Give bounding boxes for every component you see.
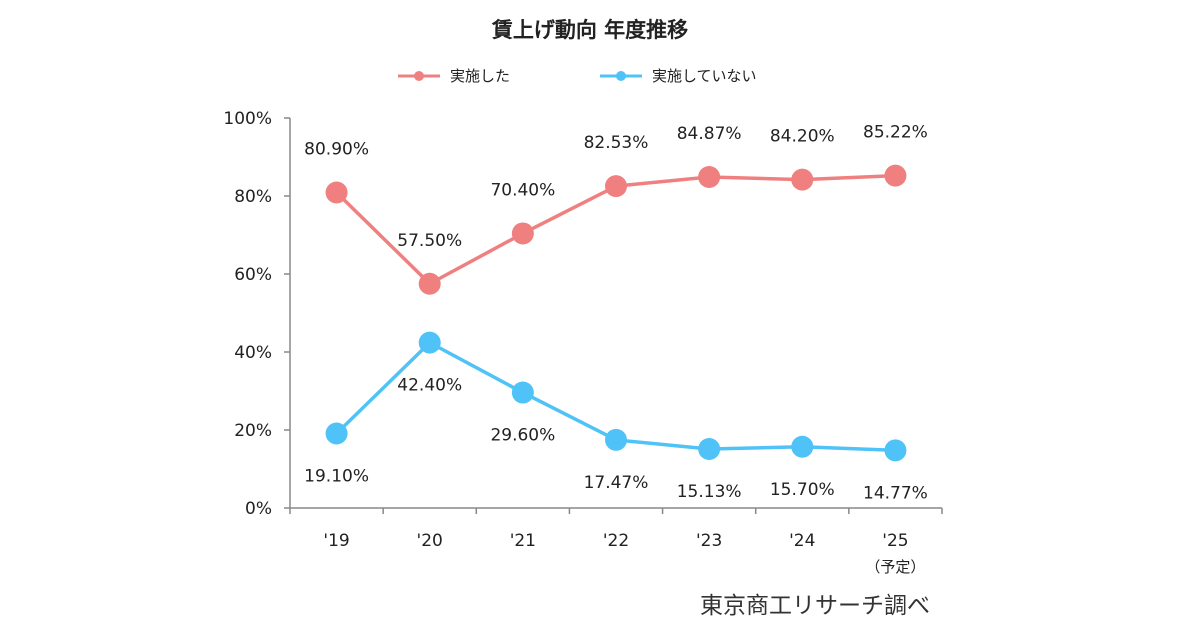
data-label: 84.20% [770,127,835,147]
y-tick-label: 0% [245,499,272,519]
legend-marker-not-implemented [616,71,626,81]
x-tick-label: '25 [882,531,908,551]
axes [289,118,942,509]
data-point [511,381,534,404]
y-tick-label: 40% [234,343,272,363]
y-ticks: 0% 20% 40% 60% 80% 100% [223,109,290,519]
data-point [325,181,348,204]
data-label: 85.22% [863,123,928,143]
y-tick-label: 60% [234,265,272,285]
y-tick-label: 80% [234,187,272,207]
data-point [884,439,907,462]
data-point [605,428,627,451]
data-label: 82.53% [584,133,649,153]
x-tick-note: （予定） [865,558,925,576]
data-point [418,272,441,295]
chart-title: 賃上げ動向 年度推移 [491,18,688,42]
x-tick-label: '23 [696,531,722,551]
x-tick-label: '20 [417,531,443,551]
legend-item-not-implemented: 実施していない [600,67,757,85]
data-label: 80.90% [304,139,369,159]
data-point [698,166,721,189]
data-label: 84.87% [677,124,742,144]
data-point [418,331,441,354]
series-layer [325,164,907,462]
x-tick-label: '22 [603,531,629,551]
data-point [791,168,814,191]
data-label: 17.47% [584,473,649,493]
x-tick-label: '19 [323,531,349,551]
data-label: 15.13% [677,482,742,502]
data-point [791,435,814,458]
data-point [884,164,907,187]
data-point [605,175,627,198]
x-ticks: '19 '20 '21 '22 '23 '24 '25 （予定） [289,508,943,576]
data-labels: 80.90% 57.50% 70.40% 82.53% 84.87% 84.20% 85.2… [304,123,928,504]
data-label: 42.40% [397,376,462,396]
y-tick-label: 100% [223,109,272,129]
legend-label-not-implemented: 実施していない [652,67,757,85]
data-point [698,437,721,460]
legend: 実施した 実施していない [398,67,757,85]
data-label: 19.10% [304,467,369,487]
x-tick-label: '21 [510,531,536,551]
data-label: 29.60% [490,426,555,446]
data-label: 14.77% [863,483,928,503]
data-label: 70.40% [490,180,555,200]
legend-item-implemented: 実施した [398,67,510,85]
x-tick-label: '24 [789,531,815,551]
legend-marker-implemented [414,71,424,81]
data-point [325,422,348,445]
y-tick-label: 20% [234,421,272,441]
source-note: 東京商工リサーチ調べ [700,593,930,619]
data-point [511,222,534,245]
data-label: 57.50% [397,231,462,251]
data-label: 15.70% [770,480,835,500]
legend-label-implemented: 実施した [450,67,510,85]
